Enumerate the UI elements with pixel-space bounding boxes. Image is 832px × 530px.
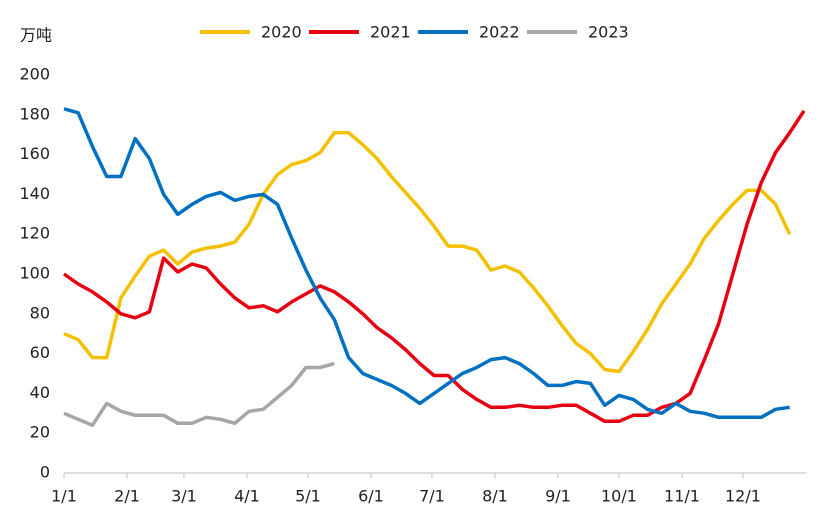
- x-tick-label: 2/1: [114, 487, 140, 506]
- legend-label: 2021: [370, 23, 411, 42]
- y-tick-label: 80: [30, 303, 50, 322]
- x-tick-label: 10/1: [601, 487, 637, 506]
- y-tick-label: 0: [40, 463, 50, 482]
- y-tick-label: 100: [19, 264, 50, 283]
- x-tick-label: 5/1: [295, 487, 321, 506]
- x-tick-label: 3/1: [171, 487, 197, 506]
- y-tick-label: 60: [30, 343, 50, 362]
- x-tick-label: 9/1: [545, 487, 571, 506]
- legend-label: 2020: [261, 23, 302, 42]
- y-tick-label: 160: [19, 144, 50, 163]
- series-line: [63, 107, 790, 420]
- x-tick-label: 8/1: [482, 487, 508, 506]
- x-tick-label: 12/1: [725, 487, 761, 506]
- series-line: [63, 361, 335, 427]
- legend-label: 2023: [588, 23, 629, 42]
- y-axis-label: 万吨: [20, 26, 52, 45]
- y-tick-label: 120: [19, 224, 50, 243]
- y-tick-label: 20: [30, 423, 50, 442]
- x-tick-label: 1/1: [51, 487, 77, 506]
- series-line: [62, 109, 806, 424]
- series-line: [63, 130, 792, 374]
- y-tick-label: 140: [19, 184, 50, 203]
- x-tick-label: 4/1: [234, 487, 260, 506]
- x-tick-label: 7/1: [419, 487, 445, 506]
- y-tick-label: 40: [30, 383, 50, 402]
- y-tick-label: 200: [19, 65, 50, 84]
- x-tick-label: 11/1: [664, 487, 700, 506]
- y-tick-label: 180: [19, 104, 50, 123]
- legend-label: 2022: [479, 23, 520, 42]
- x-tick-label: 6/1: [358, 487, 384, 506]
